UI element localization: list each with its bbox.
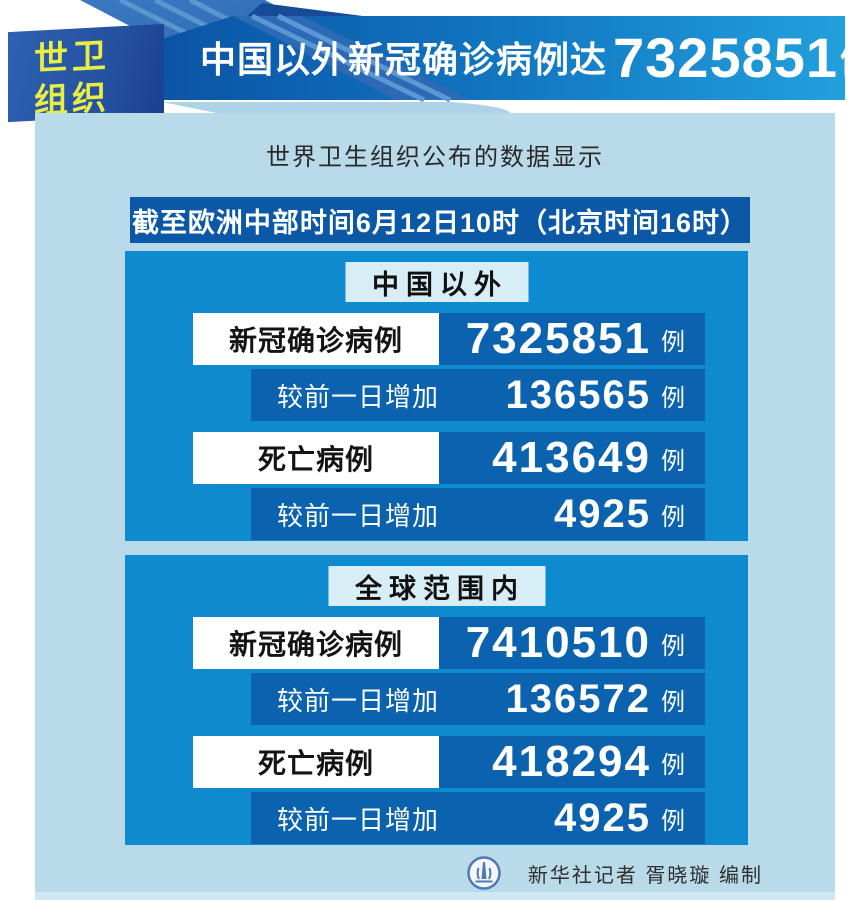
- who-badge: 世卫 组织: [8, 23, 164, 123]
- stat-value: 4925: [554, 795, 651, 840]
- section-outside-china: 中国以外 新冠确诊病例 7325851 例 较前一日增加 136565 例 死亡…: [125, 251, 748, 541]
- stat-row-deaths: 死亡病例 418294 例: [125, 736, 748, 788]
- stat-value: 136572: [505, 676, 651, 721]
- stat-row-deaths-increase: 较前一日增加 4925 例: [125, 488, 748, 540]
- subtitle: 世界卫生组织公布的数据显示: [266, 144, 604, 171]
- stat-value: 136565: [505, 372, 651, 417]
- stat-label: 新冠确诊病例: [193, 617, 439, 669]
- title-text: 中国以外新冠确诊病例达: [200, 39, 608, 80]
- stat-value-band: 413649 例: [439, 432, 705, 484]
- stat-value-band: 7410510 例: [439, 617, 705, 669]
- stat-value: 7325851: [465, 314, 651, 363]
- stat-label: 较前一日增加: [277, 804, 440, 835]
- who-badge-line1: 世卫: [34, 36, 110, 79]
- stat-value-band: 418294 例: [439, 736, 705, 788]
- xinhua-logo-icon: [466, 855, 502, 891]
- stat-unit: 例: [661, 632, 685, 660]
- section-global: 全球范围内 新冠确诊病例 7410510 例 较前一日增加 136572 例 死…: [125, 555, 748, 845]
- title-number: 7325851: [613, 25, 839, 89]
- date-bar: 截至欧洲中部时间6月12日10时（北京时间16时）: [130, 197, 750, 243]
- stat-unit: 例: [661, 807, 685, 835]
- stat-label: 较前一日增加: [277, 685, 440, 716]
- stat-value: 7410510: [465, 618, 651, 667]
- stat-unit: 例: [661, 384, 685, 412]
- credit-text: 新华社记者 胥晓璇 编制: [527, 864, 763, 887]
- footer-credit: 新华社记者 胥晓璇 编制: [35, 853, 835, 893]
- stat-row-confirmed-increase: 较前一日增加 136572 例: [125, 673, 748, 725]
- stat-value-band: 较前一日增加 136572 例: [251, 673, 705, 725]
- section-heading: 全球范围内: [328, 566, 545, 606]
- stat-unit: 例: [661, 751, 685, 779]
- stat-unit: 例: [661, 503, 685, 531]
- content-area: 世界卫生组织公布的数据显示 截至欧洲中部时间6月12日10时（北京时间16时） …: [35, 113, 835, 900]
- stat-value-band: 较前一日增加 4925 例: [251, 792, 705, 844]
- stat-unit: 例: [661, 688, 685, 716]
- stat-value: 4925: [554, 491, 651, 536]
- stat-row-confirmed: 新冠确诊病例 7410510 例: [125, 617, 748, 669]
- stat-row-confirmed-increase: 较前一日增加 136565 例: [125, 369, 748, 421]
- stat-value-band: 较前一日增加 4925 例: [251, 488, 705, 540]
- stat-row-confirmed: 新冠确诊病例 7325851 例: [125, 313, 748, 365]
- stat-value-band: 较前一日增加 136565 例: [251, 369, 705, 421]
- stat-label: 死亡病例: [193, 432, 439, 484]
- stat-label: 较前一日增加: [277, 381, 440, 412]
- stat-row-deaths: 死亡病例 413649 例: [125, 432, 748, 484]
- banner-ribbon-graphic: [50, 0, 845, 132]
- stat-value-band: 7325851 例: [439, 313, 705, 365]
- bottom-strip: [35, 892, 835, 900]
- stat-value: 418294: [492, 737, 651, 786]
- stat-value: 413649: [492, 433, 651, 482]
- header-banner: 世卫 组织 中国以外新冠确诊病例达 7325851 例: [0, 0, 863, 132]
- page-title: 中国以外新冠确诊病例达 7325851 例: [200, 12, 863, 102]
- stat-label: 新冠确诊病例: [193, 313, 439, 365]
- stat-unit: 例: [661, 328, 685, 356]
- stat-label: 较前一日增加: [277, 500, 440, 531]
- stat-label: 死亡病例: [193, 736, 439, 788]
- title-unit: 例: [840, 39, 863, 80]
- section-heading: 中国以外: [345, 262, 528, 302]
- stat-unit: 例: [661, 447, 685, 475]
- stat-row-deaths-increase: 较前一日增加 4925 例: [125, 792, 748, 844]
